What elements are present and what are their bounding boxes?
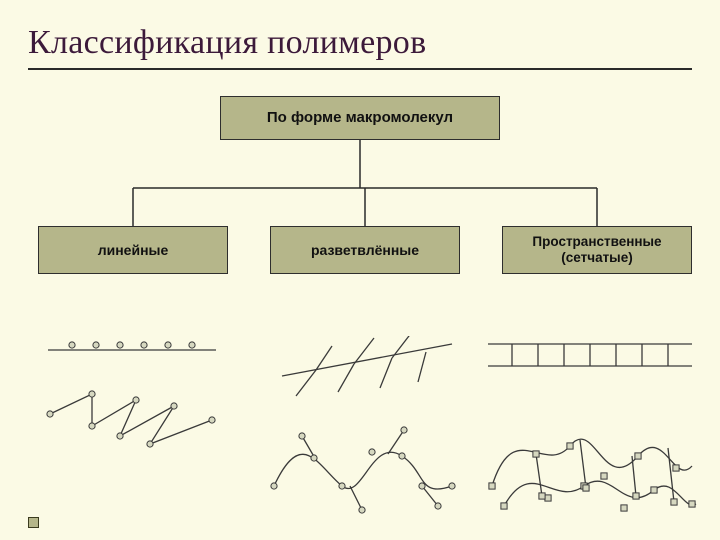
box-linear: линейные bbox=[38, 226, 228, 274]
box-spatial: Пространственные (сетчатые) bbox=[502, 226, 692, 274]
sketch-spatial bbox=[484, 336, 700, 528]
page-title: Классификация полимеров bbox=[28, 24, 692, 62]
slide: Классификация полимеров По форме макромо… bbox=[0, 0, 720, 540]
title-underline bbox=[28, 68, 692, 70]
sketch-diagrams bbox=[18, 336, 702, 531]
box-root: По форме макромолекул bbox=[220, 96, 500, 140]
box-branched: разветвлённые bbox=[270, 226, 460, 274]
footer-marker-icon bbox=[28, 517, 39, 528]
sketch-branched bbox=[262, 336, 472, 526]
sketch-linear bbox=[40, 336, 240, 516]
hierarchy: По форме макромолекул линейные разветвлё… bbox=[30, 96, 690, 276]
